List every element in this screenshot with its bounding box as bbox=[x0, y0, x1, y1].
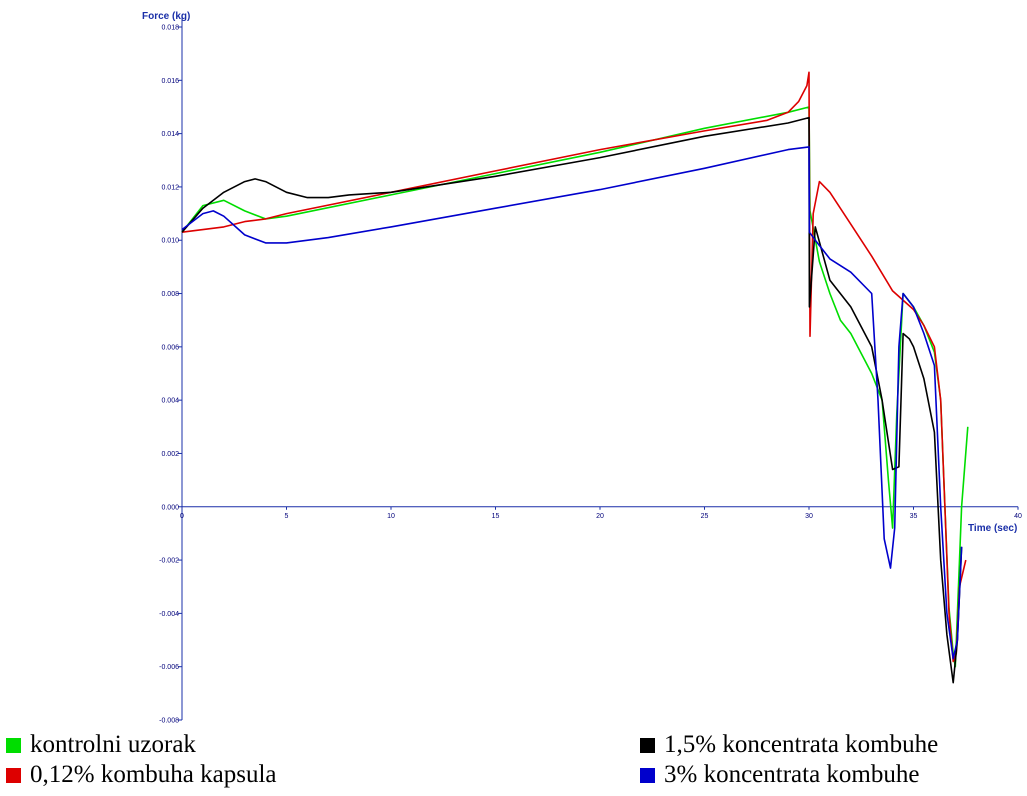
legend-label: 1,5% koncentrata kombuhe bbox=[664, 731, 939, 758]
x-tick-label: 15 bbox=[492, 513, 500, 520]
legend-label: 3% koncentrata kombuhe bbox=[664, 761, 920, 788]
chart-axes: Force (kg) Time (sec) bbox=[142, 11, 1018, 720]
y-tick-label: 0.014 bbox=[161, 131, 179, 138]
x-tick-label: 40 bbox=[1014, 513, 1022, 520]
legend-label: 0,12% kombuha kapsula bbox=[30, 761, 277, 788]
legend-label: kontrolni uzorak bbox=[30, 731, 196, 758]
x-tick-label: 35 bbox=[910, 513, 918, 520]
x-tick-label: 0 bbox=[180, 513, 184, 520]
y-tick-label: 0.002 bbox=[161, 451, 179, 458]
legend-right: 1,5% koncentrata kombuhe 3% koncentrata … bbox=[640, 730, 938, 790]
legend-item-1-5-koncentrat: 1,5% koncentrata kombuhe bbox=[640, 730, 938, 760]
y-tick-label: 0.006 bbox=[161, 344, 179, 351]
x-tick-label: 25 bbox=[701, 513, 709, 520]
y-tick-label: -0.006 bbox=[159, 664, 179, 671]
series-line-1 bbox=[181, 71, 967, 663]
y-tick-label: -0.008 bbox=[159, 718, 179, 725]
series-line-0 bbox=[181, 106, 969, 668]
y-tick-label: 0.008 bbox=[161, 291, 179, 298]
y-tick-label: -0.004 bbox=[159, 611, 179, 618]
legend-left: kontrolni uzorak 0,12% kombuha kapsula bbox=[6, 730, 276, 790]
x-tick-label: 20 bbox=[596, 513, 604, 520]
legend-item-3-koncentrat: 3% koncentrata kombuhe bbox=[640, 760, 938, 790]
legend-item-kontrolni-uzorak: kontrolni uzorak bbox=[6, 730, 276, 760]
legend-swatch-black bbox=[640, 737, 655, 753]
y-tick-label: 0.010 bbox=[161, 238, 179, 245]
y-tick-label: 0.018 bbox=[161, 25, 179, 32]
x-tick-label: 10 bbox=[387, 513, 395, 520]
force-time-chart: Force (kg) Time (sec) -0.008 -0.006 -0.004… bbox=[142, 11, 1022, 725]
y-axis-title: Force (kg) bbox=[142, 11, 190, 22]
x-axis-title: Time (sec) bbox=[968, 523, 1017, 534]
y-tick-label: 0.012 bbox=[161, 184, 179, 191]
axis-ticks: -0.008 -0.006 -0.004 -0.002 0.000 0.002 0.004 0… bbox=[159, 25, 1022, 725]
series-lines bbox=[181, 71, 969, 684]
legend-swatch-red bbox=[6, 767, 21, 783]
series-line-3 bbox=[181, 146, 963, 660]
y-tick-label: 0.016 bbox=[161, 78, 179, 85]
series-line-2 bbox=[181, 116, 963, 684]
legend-swatch-blue bbox=[640, 767, 655, 783]
legend-swatch-green bbox=[6, 737, 21, 753]
x-tick-label: 5 bbox=[285, 513, 289, 520]
y-tick-label: 0.000 bbox=[161, 504, 179, 511]
y-tick-label: -0.002 bbox=[159, 558, 179, 565]
legend-item-kombuha-kapsula: 0,12% kombuha kapsula bbox=[6, 760, 276, 790]
y-tick-label: 0.004 bbox=[161, 398, 179, 405]
x-tick-label: 30 bbox=[805, 513, 813, 520]
